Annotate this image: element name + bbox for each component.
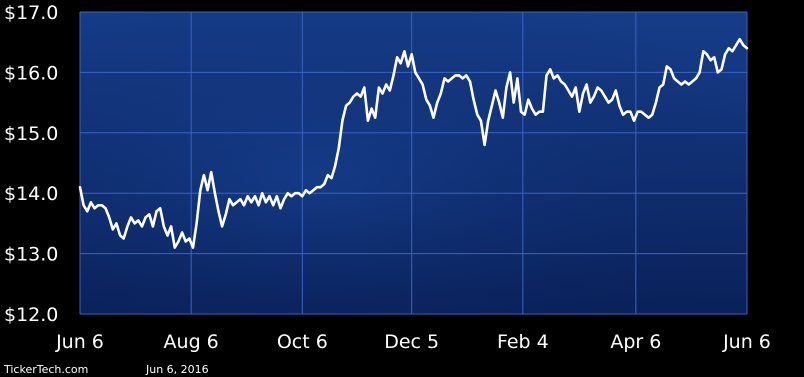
x-tick-label: Oct 6 bbox=[277, 331, 328, 353]
x-tick-label: Jun 6 bbox=[55, 331, 104, 353]
series-layer bbox=[78, 37, 749, 249]
x-tick-label: Dec 5 bbox=[384, 331, 439, 353]
x-tick-label: Feb 4 bbox=[497, 331, 549, 353]
y-tick-label: $13.0 bbox=[4, 244, 58, 266]
footer-date-label: Jun 6, 2016 bbox=[145, 363, 209, 376]
y-axis-tick-labels: $12.0 $13.0 $14.0 $15.0 $16.0 $17.0 bbox=[4, 2, 58, 326]
x-tick-label: Aug 6 bbox=[164, 331, 219, 353]
y-tick-label: $14.0 bbox=[4, 183, 58, 205]
price-series-line bbox=[78, 37, 749, 249]
y-tick-label: $15.0 bbox=[4, 123, 58, 145]
grid-lines bbox=[79, 11, 748, 315]
x-tick-label: Jun 6 bbox=[722, 331, 771, 353]
y-tick-label: $16.0 bbox=[4, 62, 58, 84]
x-tick-label: Apr 6 bbox=[610, 331, 661, 353]
y-tick-label: $17.0 bbox=[4, 2, 58, 24]
y-tick-label: $12.0 bbox=[4, 304, 58, 326]
footer-source-label: TickerTech.com bbox=[3, 363, 88, 376]
x-axis-tick-labels: Jun 6 Aug 6 Oct 6 Dec 5 Feb 4 Apr 6 Jun 6 bbox=[55, 331, 771, 353]
